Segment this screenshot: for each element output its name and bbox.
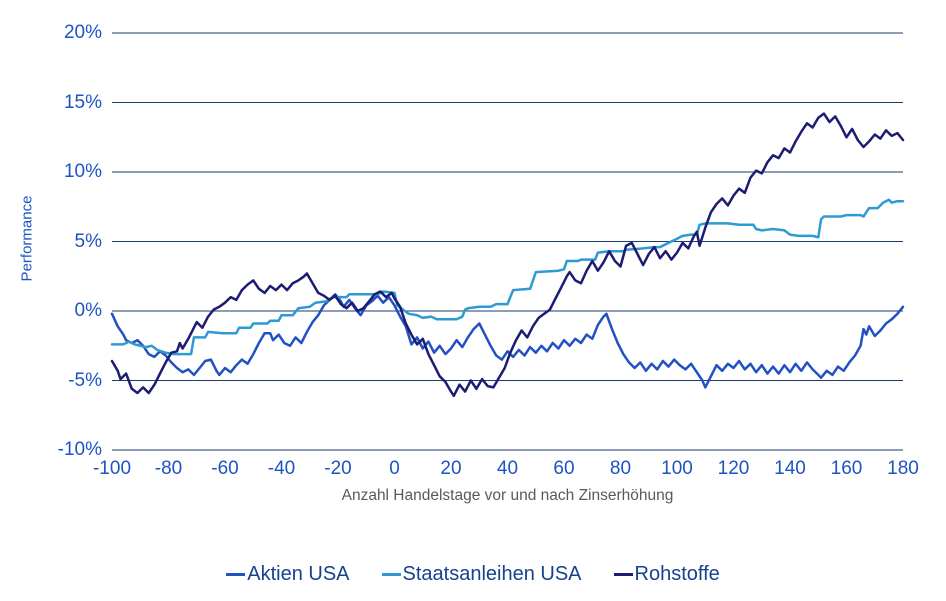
x-tick-label--20: -20 xyxy=(324,458,352,479)
legend: Aktien USA Staatsanleihen USA Rohstoffe xyxy=(0,558,946,590)
x-tick-label--80: -80 xyxy=(154,458,183,479)
x-tick-label-0: 0 xyxy=(389,458,400,479)
series-line-aktien-usa xyxy=(110,293,905,389)
legend-label-staatsanleihen-usa: Staatsanleihen USA xyxy=(402,562,582,585)
legend-line-swatch-aktien-usa xyxy=(226,572,246,576)
x-tick-label-80: 80 xyxy=(609,458,632,479)
x-tick-label-160: 160 xyxy=(830,458,863,479)
legend-line-swatch-rohstoffe xyxy=(613,572,633,576)
x-tick-label-100: 100 xyxy=(661,458,693,479)
x-tick-label--100: -100 xyxy=(92,458,132,479)
legend-item-staatsanleihen-usa: Staatsanleihen USA xyxy=(381,562,582,586)
y-tick-label-20%: 20% xyxy=(63,22,102,43)
series-line-staatsanleihen-usa xyxy=(110,198,905,356)
x-tick-label-140: 140 xyxy=(774,458,806,479)
y-tick-label--5%: -5% xyxy=(68,369,102,391)
y-tick-label-0%: 0% xyxy=(74,300,102,321)
x-tick-label-40: 40 xyxy=(496,458,519,479)
y-tick-label-15%: 15% xyxy=(63,91,102,113)
legend-label-rohstoffe: Rohstoffe xyxy=(634,562,720,585)
x-tick-label-20: 20 xyxy=(440,458,462,479)
y-axis-title: Performance xyxy=(18,195,36,282)
x-tick-label--40: -40 xyxy=(267,458,296,479)
legend-label-aktien-usa: Aktien USA xyxy=(247,562,350,585)
y-tick-label-10%: 10% xyxy=(63,161,102,182)
legend-item-aktien-usa: Aktien USA xyxy=(226,562,350,586)
x-tick-label-120: 120 xyxy=(717,458,750,479)
y-tick-label--10%: -10% xyxy=(57,439,102,460)
legend-line-swatch-staatsanleihen-usa xyxy=(381,572,401,576)
x-tick-label-180: 180 xyxy=(887,458,919,479)
series-line-rohstoffe xyxy=(110,112,905,398)
x-tick-label--60: -60 xyxy=(211,458,239,479)
x-axis-title: Anzahl Handelstage vor und nach Zinserhö… xyxy=(341,487,674,504)
x-tick-label-60: 60 xyxy=(553,458,575,479)
y-tick-label-5%: 5% xyxy=(74,230,102,252)
legend-item-rohstoffe: Rohstoffe xyxy=(613,562,720,586)
